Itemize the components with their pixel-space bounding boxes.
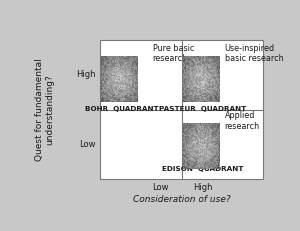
Text: Applied
research: Applied research [225,111,260,131]
Text: Consideration of use?: Consideration of use? [133,195,230,204]
Text: Quest for fundamental
understanding?: Quest for fundamental understanding? [35,58,54,161]
Text: EDISON  QUADRANT: EDISON QUADRANT [162,166,244,172]
Text: High: High [193,183,213,192]
Text: BOHR  QUADRANT: BOHR QUADRANT [85,106,158,112]
Bar [100,40,263,179]
Text: PASTEUR  QUADRANT: PASTEUR QUADRANT [159,106,246,112]
Text: Low: Low [79,140,96,149]
Text: High: High [76,70,96,79]
Text: Use-inspired
basic research: Use-inspired basic research [225,44,283,63]
Text: Low: Low [152,183,169,192]
Text: Pure basic
research: Pure basic research [153,44,194,63]
